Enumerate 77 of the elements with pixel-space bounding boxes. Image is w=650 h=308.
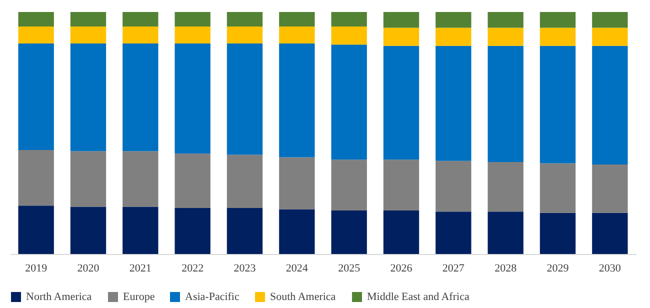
bar — [18, 150, 54, 206]
legend-label: North America — [26, 291, 92, 303]
bar — [226, 208, 263, 254]
bar — [279, 209, 315, 254]
bar — [18, 206, 54, 254]
bar — [436, 12, 472, 28]
legend-label: South America — [270, 291, 336, 303]
legend-label: Asia-Pacific — [185, 291, 240, 303]
bar — [122, 206, 158, 254]
bar — [540, 46, 576, 164]
bar — [436, 46, 472, 161]
bar — [592, 164, 628, 213]
bar — [540, 163, 576, 213]
x-tick-label: 2025 — [338, 262, 361, 274]
bar — [436, 160, 472, 212]
bar — [488, 28, 524, 46]
bar — [592, 212, 628, 254]
x-tick-label: 2026 — [390, 262, 413, 274]
x-tick-label: 2019 — [25, 262, 48, 274]
x-tick-label: 2020 — [77, 262, 100, 274]
bar — [174, 43, 210, 154]
x-tick-label: 2021 — [129, 262, 152, 274]
bar — [383, 210, 420, 254]
bar — [331, 44, 367, 160]
bar — [488, 212, 524, 254]
bar — [122, 43, 158, 152]
bar — [540, 28, 576, 46]
x-tick-label: 2024 — [286, 262, 308, 274]
bar — [540, 12, 576, 28]
bar — [122, 26, 158, 44]
bar — [488, 46, 524, 162]
bar — [436, 28, 472, 46]
bar — [540, 212, 576, 254]
bar — [279, 157, 315, 210]
bar — [383, 46, 420, 160]
bar — [331, 160, 367, 210]
bar — [331, 12, 367, 27]
bar — [592, 46, 628, 164]
legend-label: Middle East and Africa — [367, 291, 470, 303]
bar — [70, 206, 106, 254]
x-tick-label: 2022 — [182, 262, 204, 274]
bar — [383, 160, 420, 210]
bar — [18, 12, 54, 27]
bar — [226, 26, 263, 44]
bar — [122, 12, 158, 27]
x-tick-label: 2027 — [442, 262, 465, 274]
bar — [70, 151, 106, 207]
bar — [279, 12, 315, 27]
bar — [488, 12, 524, 28]
bar — [331, 210, 367, 254]
bar — [279, 26, 315, 44]
bar — [592, 12, 628, 28]
bar — [70, 43, 106, 152]
bar — [174, 12, 210, 27]
bar — [592, 28, 628, 46]
x-tick-label: 2030 — [598, 262, 622, 274]
bar — [174, 208, 210, 254]
x-tick-label: 2028 — [494, 262, 518, 274]
bar — [122, 151, 158, 207]
bar — [70, 26, 106, 44]
x-tick-label: 2029 — [546, 262, 570, 274]
bar — [174, 154, 210, 208]
bar — [436, 212, 472, 254]
bar — [226, 43, 263, 155]
bar — [383, 28, 420, 46]
x-tick-label: 2023 — [234, 262, 256, 274]
bar — [18, 26, 54, 44]
bar — [383, 12, 420, 28]
bar — [226, 154, 263, 208]
bar — [331, 26, 367, 45]
bar — [70, 12, 106, 27]
bar — [18, 43, 54, 150]
legend-label: Europe — [123, 291, 155, 303]
bar — [174, 26, 210, 44]
bar — [226, 12, 263, 27]
bar — [279, 43, 315, 158]
bar — [488, 162, 524, 212]
